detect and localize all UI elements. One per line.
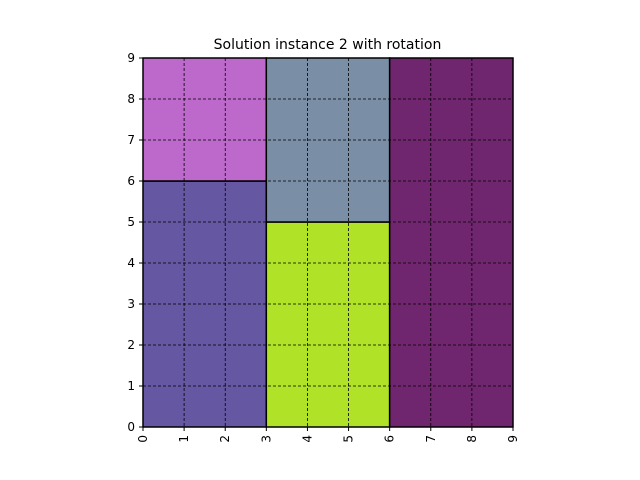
x-tick-label: 5	[342, 435, 356, 443]
x-tick-label: 8	[465, 435, 479, 443]
packing-rect-3	[265, 221, 391, 428]
y-tick-label: 7	[127, 133, 135, 147]
x-tick-label: 7	[424, 435, 438, 443]
y-tick-label: 1	[127, 379, 135, 393]
y-tick-label: 6	[127, 174, 135, 188]
plot-frame	[142, 57, 514, 428]
x-tick-label: 3	[259, 435, 273, 443]
packing-rect-2	[142, 57, 268, 182]
x-axis-ticks: 0 1 2 3 4 5 6 7 8 9	[136, 427, 520, 443]
packing-rect-5	[388, 57, 514, 428]
y-tick-label: 4	[127, 256, 135, 270]
y-tick-label: 0	[127, 420, 135, 434]
chart-title: Solution instance 2 with rotation	[214, 37, 442, 53]
x-tick-label: 4	[300, 435, 314, 443]
x-tick-label: 9	[506, 435, 520, 443]
y-tick-label: 8	[127, 92, 135, 106]
y-tick-label: 5	[127, 215, 135, 229]
y-tick-label: 9	[127, 51, 135, 65]
y-axis-ticks: 0 1 2 3 4 5 6 7 8 9	[127, 51, 143, 434]
grid-lines	[143, 58, 513, 427]
x-tick-label: 6	[383, 435, 397, 443]
y-tick-label: 3	[127, 297, 135, 311]
y-tick-label: 2	[127, 338, 135, 352]
x-tick-label: 0	[136, 435, 150, 443]
packing-rectangles	[142, 57, 514, 428]
x-tick-label: 2	[218, 435, 232, 443]
x-tick-label: 1	[177, 435, 191, 443]
